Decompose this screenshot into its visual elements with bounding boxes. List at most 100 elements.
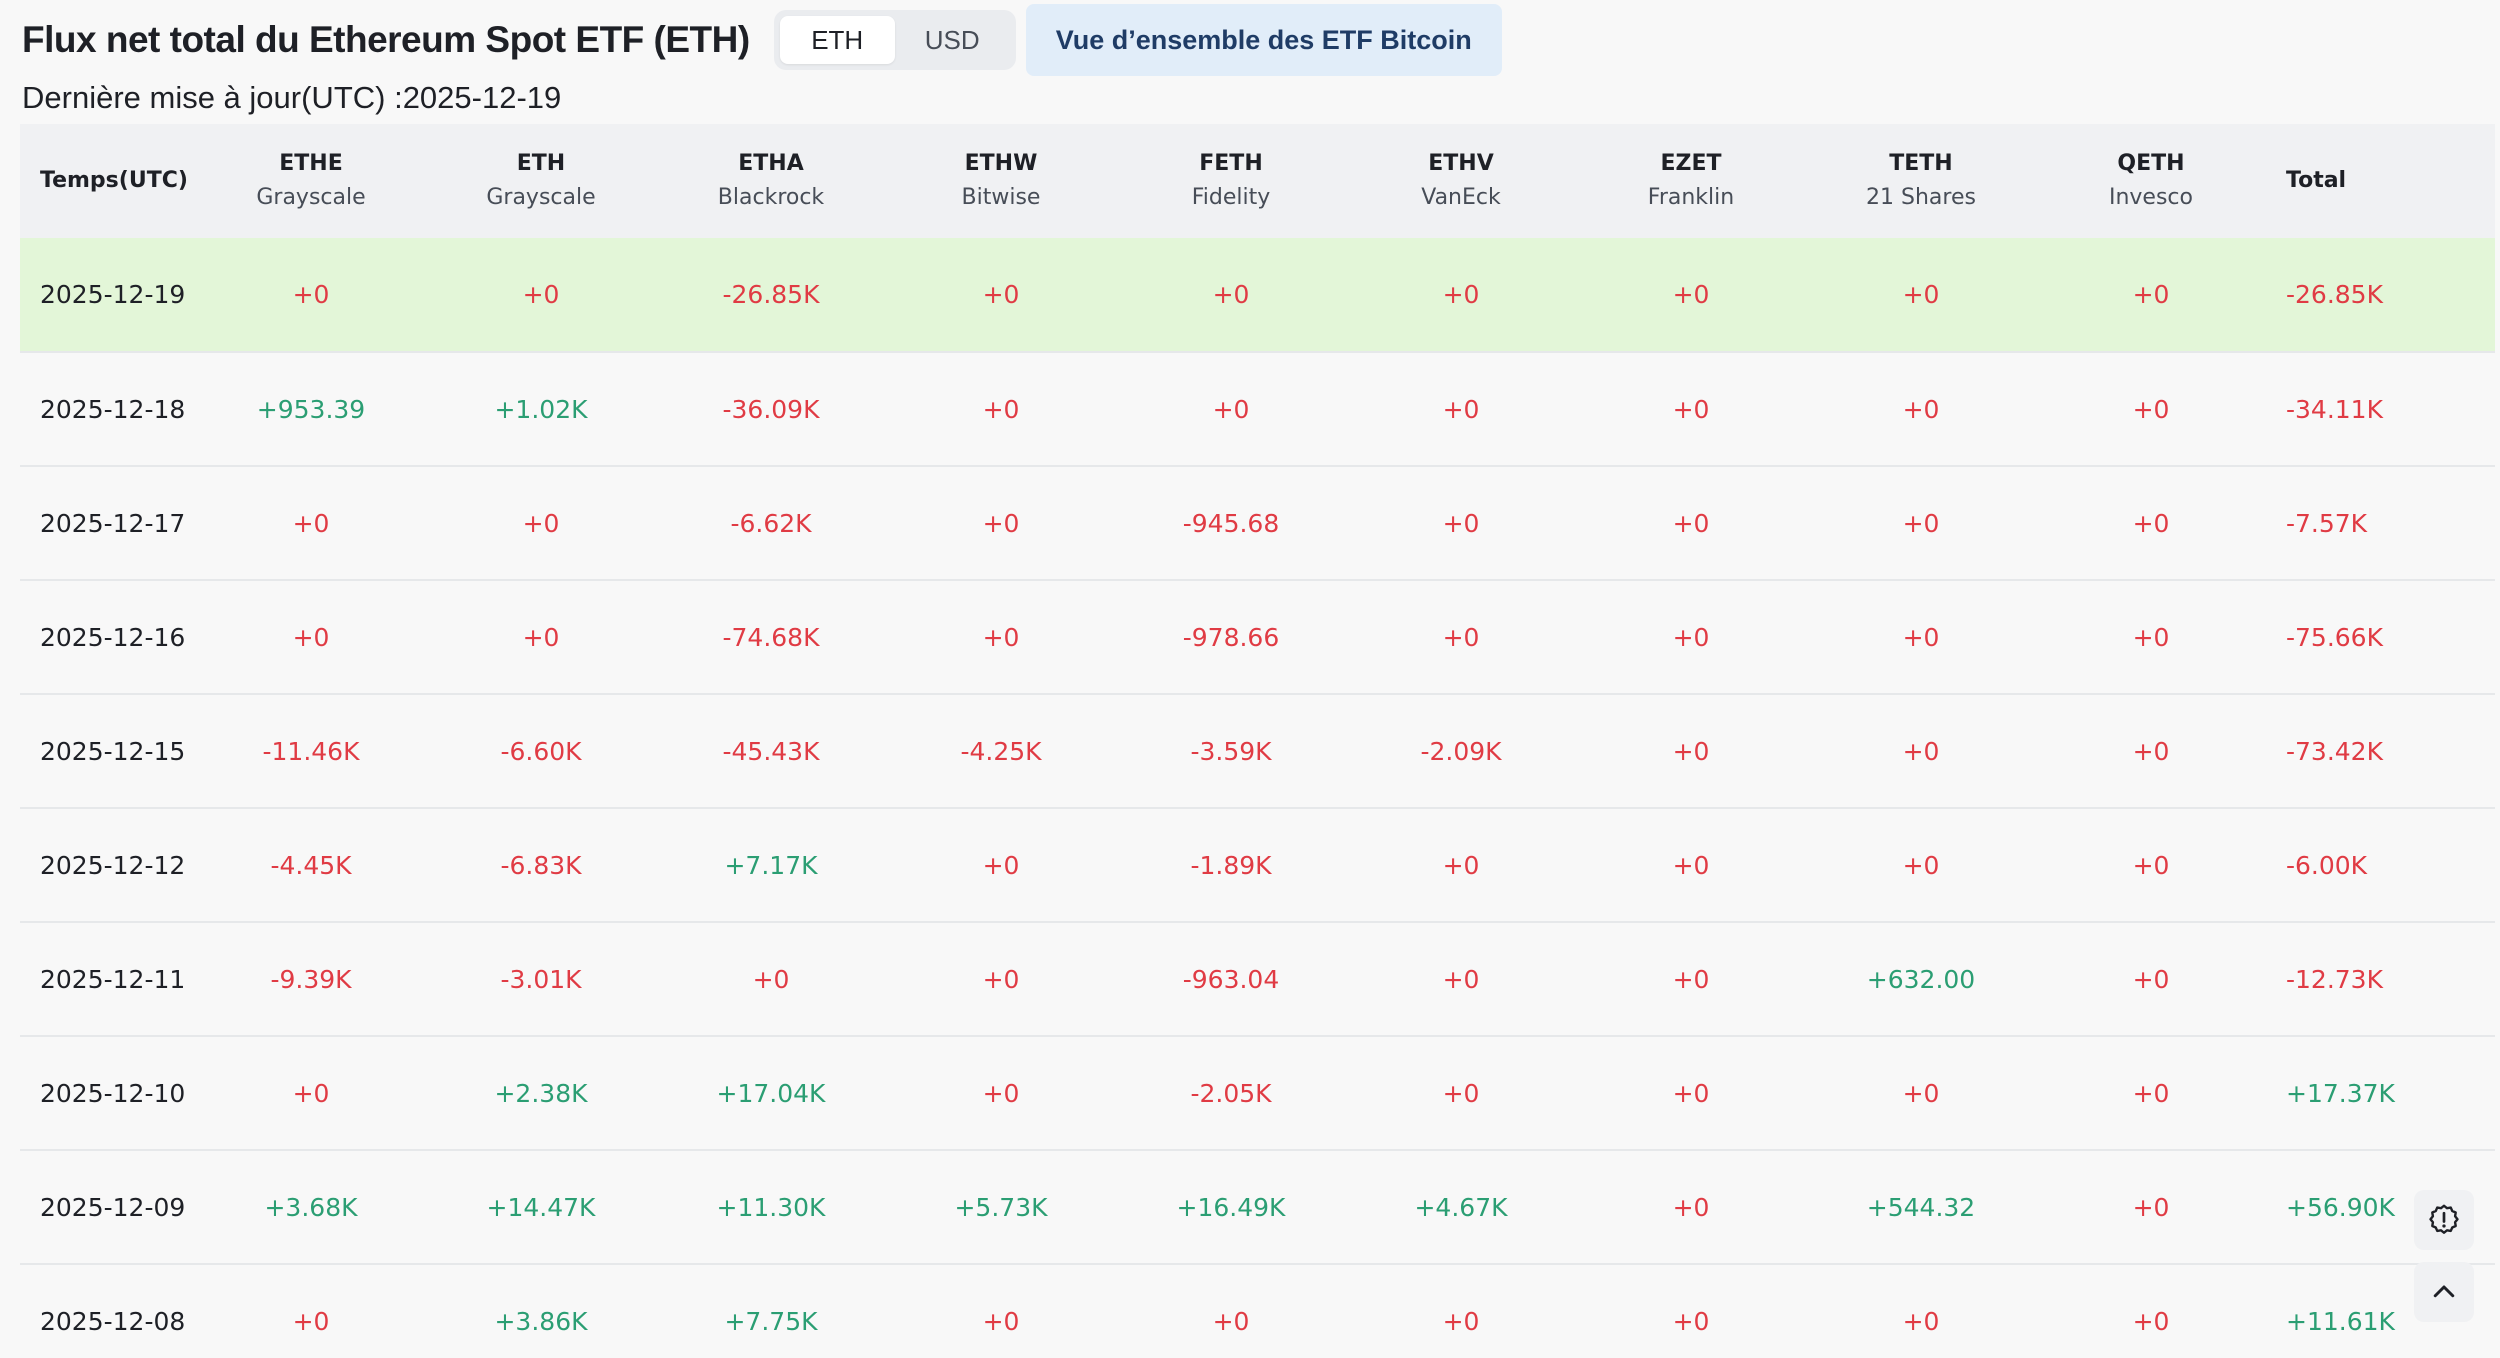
column-header-teth: TETH 21 Shares (1806, 124, 2036, 238)
flow-cell: +0 (982, 508, 1020, 538)
row-date: 2025-12-12 (40, 850, 186, 880)
table-row: 2025-12-12 -4.45K -6.83K +7.17K +0 -1.89K +0 +0… (20, 808, 2495, 922)
etf-issuer: Invesco (2108, 185, 2193, 210)
flow-cell: -9.39K (270, 964, 352, 994)
table-row: 2025-12-08 +0 +3.86K +7.75K +0 +0 +0 +0 +0 +0 +11.… (20, 1264, 2495, 1356)
etf-symbol: ETHV (1428, 151, 1494, 176)
etf-symbol: EZET (1660, 151, 1722, 176)
total-cell: +56.90K (2286, 1192, 2395, 1222)
flow-cell: -11.46K (262, 736, 360, 766)
flow-cell: -26.85K (722, 280, 820, 309)
flow-cell: +0 (1902, 280, 1940, 309)
total-cell: -34.11K (2286, 394, 2383, 424)
flow-cell: +0 (982, 394, 1020, 424)
flow-cell: -963.04 (1182, 964, 1280, 994)
flow-cell: +2.38K (494, 1078, 588, 1108)
column-header-ethv: ETHV VanEck (1346, 124, 1576, 238)
flow-cell: +0 (1672, 850, 1710, 880)
flow-cell: +0 (1672, 1306, 1710, 1336)
column-header-ethe: ETHE Grayscale (196, 124, 426, 238)
page-title: Flux net total du Ethereum Spot ETF (ETH… (22, 19, 750, 60)
row-date: 2025-12-16 (40, 622, 186, 652)
flow-cell: +5.73K (954, 1192, 1048, 1222)
table-row: 2025-12-16 +0 +0 -74.68K +0 -978.66 +0 +0 +0 +0 -7… (20, 580, 2495, 694)
total-cell: -75.66K (2286, 622, 2383, 652)
flow-cell: +953.39 (256, 394, 366, 424)
flow-cell: +0 (1442, 1078, 1480, 1108)
bitcoin-etf-overview-button[interactable]: Vue d’ensemble des ETF Bitcoin (1025, 4, 1502, 76)
etf-issuer: 21 Shares (1866, 185, 1976, 210)
flow-cell: +0 (292, 280, 330, 309)
flow-cell: +0 (1672, 736, 1710, 766)
row-date: 2025-12-09 (40, 1192, 186, 1222)
table-body: 2025-12-19 +0 +0 -26.85K +0 +0 +0 +0 +0 +0 -26.85K… (20, 238, 2495, 1356)
flow-cell: +17.04K (716, 1078, 826, 1108)
chevron-up-icon (2433, 1285, 2455, 1298)
scroll-to-top-button[interactable] (2414, 1262, 2474, 1322)
flow-cell: -978.66 (1182, 622, 1280, 652)
flow-cell: +0 (1902, 394, 1940, 424)
etf-issuer: Blackrock (717, 185, 825, 210)
column-header-date: Temps(UTC) (20, 124, 196, 238)
flow-cell: +0 (2132, 1192, 2170, 1222)
settings-button[interactable] (2414, 1190, 2474, 1250)
flow-cell: +0 (1902, 622, 1940, 652)
column-header-ethw: ETHW Bitwise (886, 124, 1116, 238)
flow-cell: -1.89K (1190, 850, 1272, 880)
total-cell: -6.00K (2286, 850, 2368, 880)
etf-flow-table-container: Temps(UTC) ETHE Grayscale ETH Grayscale ETHA B… (20, 124, 2495, 1356)
table-row: 2025-12-11 -9.39K -3.01K +0 +0 -963.04 +0 +0 +63… (20, 922, 2495, 1036)
total-cell: -73.42K (2286, 736, 2383, 766)
row-date: 2025-12-08 (40, 1306, 186, 1336)
flow-cell: +0 (1442, 394, 1480, 424)
flow-cell: +0 (1672, 964, 1710, 994)
flow-cell: -6.60K (500, 736, 582, 766)
currency-toggle: ETH USD (773, 10, 1016, 70)
flow-cell: +0 (752, 964, 790, 994)
flow-cell: +0 (982, 1078, 1020, 1108)
table-row: 2025-12-18 +953.39 +1.02K -36.09K +0 +0 +0 +0 +0… (20, 352, 2495, 466)
etf-issuer: VanEck (1421, 185, 1501, 210)
flow-cell: +0 (1212, 280, 1250, 309)
total-cell: -7.57K (2286, 508, 2368, 538)
flow-cell: +0 (982, 964, 1020, 994)
total-header-label: Total (2286, 168, 2347, 193)
flow-cell: -2.05K (1190, 1078, 1272, 1108)
flow-cell: +0 (1212, 394, 1250, 424)
flow-cell: +0 (982, 280, 1020, 309)
flow-cell: +0 (1672, 1078, 1710, 1108)
flow-cell: -6.62K (730, 508, 812, 538)
flow-cell: +0 (522, 508, 560, 538)
flow-cell: +0 (2132, 394, 2170, 424)
flow-cell: +1.02K (494, 394, 588, 424)
flow-cell: -3.01K (500, 964, 582, 994)
flow-cell: +0 (1902, 1078, 1940, 1108)
flow-cell: +0 (292, 1078, 330, 1108)
column-header-feth: FETH Fidelity (1116, 124, 1346, 238)
etf-symbol: FETH (1199, 151, 1263, 176)
flow-cell: +0 (2132, 850, 2170, 880)
table-row: 2025-12-19 +0 +0 -26.85K +0 +0 +0 +0 +0 +0 -26.85K (20, 238, 2495, 352)
flow-cell: +0 (2132, 1306, 2170, 1336)
date-header-label: Temps(UTC) (40, 168, 188, 193)
flow-cell: +7.17K (724, 850, 818, 880)
eth-toggle-button[interactable]: ETH (779, 16, 895, 64)
row-date: 2025-12-17 (40, 508, 186, 538)
table-row: 2025-12-17 +0 +0 -6.62K +0 -945.68 +0 +0 +0 +0 -7.… (20, 466, 2495, 580)
etf-symbol: TETH (1889, 151, 1953, 176)
total-cell: +17.37K (2286, 1078, 2395, 1108)
row-date: 2025-12-11 (40, 964, 186, 994)
flow-cell: +0 (1902, 1306, 1940, 1336)
flow-cell: +3.68K (264, 1192, 358, 1222)
flow-cell: -36.09K (722, 394, 820, 424)
etf-issuer: Franklin (1647, 185, 1735, 210)
flow-cell: +544.32 (1866, 1192, 1976, 1222)
row-date: 2025-12-18 (40, 394, 186, 424)
flow-cell: +0 (1902, 850, 1940, 880)
flow-cell: +0 (1442, 964, 1480, 994)
flow-cell: +0 (1672, 622, 1710, 652)
flow-cell: +0 (2132, 280, 2170, 309)
usd-toggle-button[interactable]: USD (924, 24, 980, 55)
flow-cell: +0 (1442, 1306, 1480, 1336)
flow-cell: +0 (522, 280, 560, 309)
